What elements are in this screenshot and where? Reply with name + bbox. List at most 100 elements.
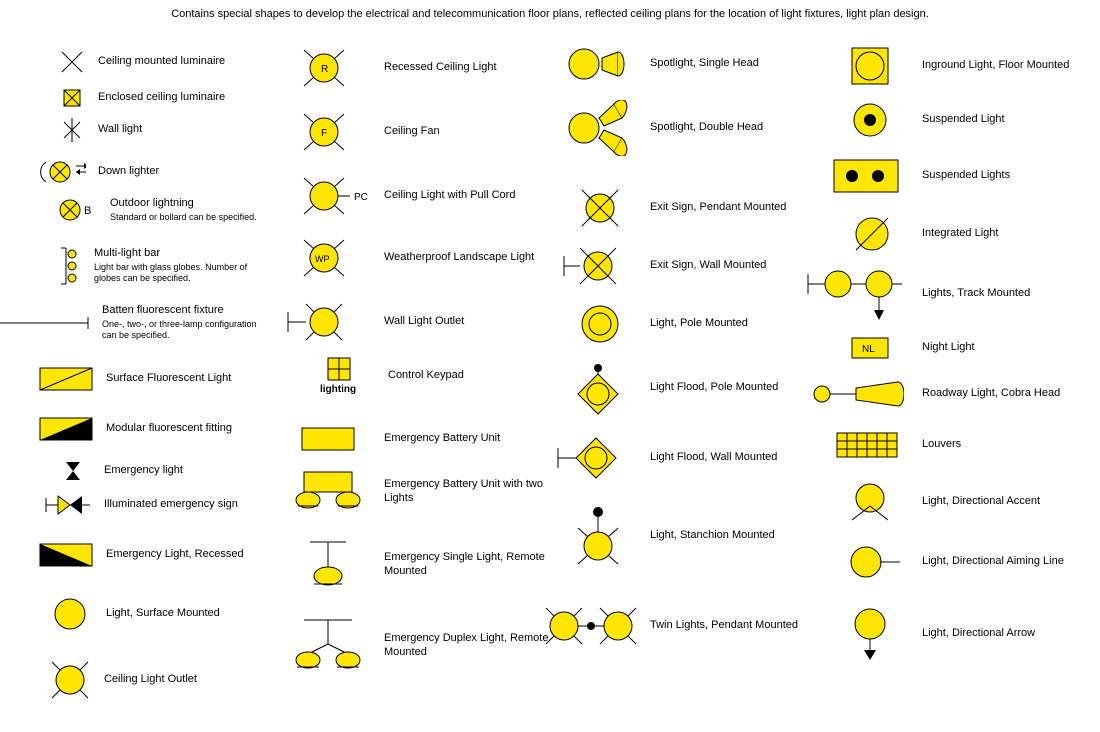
svg-text:NL: NL xyxy=(862,344,875,355)
single-remote-icon xyxy=(306,540,350,590)
exit-pendant-icon xyxy=(578,186,622,230)
modular-fluorescent: Modular fluorescent fitting xyxy=(38,414,232,444)
label: Emergency Light, Recessed xyxy=(106,548,244,562)
louvers: Louvers xyxy=(836,432,961,458)
label: Exit Sign, Pendant Mounted xyxy=(650,201,786,215)
dir-arrow-icon xyxy=(850,606,890,662)
svg-text:PC: PC xyxy=(354,192,368,203)
wall-light-icon xyxy=(58,116,86,144)
label: Integrated Light xyxy=(922,227,998,241)
integrated-icon xyxy=(850,212,894,256)
surface-fluor-icon xyxy=(38,364,94,394)
wall-light: Wall light xyxy=(58,116,142,144)
emergency-battery-unit: Emergency Battery Unit xyxy=(300,424,500,454)
spotlight-single: Spotlight, Single Head xyxy=(566,44,759,84)
label: Emergency light xyxy=(104,464,183,478)
dir-accent-icon xyxy=(846,480,894,524)
roadway-light-cobra: Roadway Light, Cobra Head xyxy=(812,378,1060,410)
label: Light Flood, Pole Mounted xyxy=(650,381,778,395)
inground-icon xyxy=(848,44,892,88)
suspended-icon xyxy=(850,100,890,140)
label: Louvers xyxy=(922,438,961,452)
label: Ceiling Fan xyxy=(384,125,440,139)
label: Light, Surface Mounted xyxy=(106,607,220,621)
batten-fluorescent: Batten fluorescent fixtureOne-, two-, or… xyxy=(0,304,272,341)
track-icon xyxy=(806,266,906,322)
ceiling-fan: F Ceiling Fan xyxy=(298,108,440,156)
weatherproof-landscape: WP Weatherproof Landscape Light xyxy=(298,234,534,282)
light-surface-mounted: Light, Surface Mounted xyxy=(52,596,220,632)
stanchion-icon xyxy=(572,506,624,566)
modular-fluor-icon xyxy=(38,414,94,444)
label: Light, Directional Arrow xyxy=(922,627,1035,641)
cobra-icon xyxy=(812,378,904,410)
light-stanchion: Light, Stanchion Mounted xyxy=(572,506,775,566)
x-box-icon xyxy=(58,84,86,112)
label: Inground Light, Floor Mounted xyxy=(922,59,1069,73)
label: Illuminated emergency sign xyxy=(104,498,238,512)
ceiling-light-pull-cord: PC Ceiling Light with Pull Cord xyxy=(298,172,515,220)
label: Batten fluorescent fixtureOne-, two-, or… xyxy=(102,304,272,341)
night-light: NL Night Light xyxy=(850,336,975,360)
exit-sign-pendant: Exit Sign, Pendant Mounted xyxy=(578,186,786,230)
emergency-light: Emergency light xyxy=(62,460,183,482)
label: Suspended Light xyxy=(922,113,1005,127)
label: Outdoor lightningStandard or bollard can… xyxy=(110,197,257,223)
lights-track-mounted: Lights, Track Mounted xyxy=(806,266,1030,322)
wall-light-outlet: Wall Light Outlet xyxy=(286,298,464,346)
exit-wall-icon xyxy=(562,244,622,288)
badge-b: B xyxy=(84,205,91,217)
twin-pendant-icon xyxy=(542,602,642,650)
ceiling-mounted-luminaire: Ceiling mounted luminaire xyxy=(58,48,225,76)
exit-sign-wall: Exit Sign, Wall Mounted xyxy=(562,244,766,288)
label: Twin Lights, Pendant Mounted xyxy=(650,619,798,633)
label: Surface Fluorescent Light xyxy=(106,372,231,386)
label: Ceiling Light with Pull Cord xyxy=(384,189,515,203)
label: Night Light xyxy=(922,341,975,355)
duplex-remote-icon xyxy=(294,618,362,674)
down-lighter: Down lighter xyxy=(40,156,159,188)
label: Recessed Ceiling Light xyxy=(384,61,497,75)
label: Enclosed ceiling luminaire xyxy=(98,91,225,105)
x-icon xyxy=(58,48,86,76)
enclosed-ceiling-luminaire: Enclosed ceiling luminaire xyxy=(58,84,225,112)
label: Lights, Track Mounted xyxy=(922,287,1030,301)
bowtie-v-icon xyxy=(62,460,84,482)
label: Weatherproof Landscape Light xyxy=(384,251,534,265)
outdoor-icon: B xyxy=(58,196,98,224)
label: Wall light xyxy=(98,123,142,137)
ceiling-light-outlet: Ceiling Light Outlet xyxy=(48,658,197,702)
circle-pc-icon: PC xyxy=(298,172,374,220)
illuminated-emergency-sign: Illuminated emergency sign xyxy=(44,494,238,516)
svg-text:lighting: lighting xyxy=(320,384,356,395)
spotlight-double: Spotlight, Double Head xyxy=(566,100,763,156)
label: Light, Directional Aiming Line xyxy=(922,555,1064,569)
twin-lights-pendant: Twin Lights, Pendant Mounted xyxy=(542,602,798,650)
label: Modular fluorescent fitting xyxy=(106,422,232,436)
label: Ceiling Light Outlet xyxy=(104,673,197,687)
emergency-single-light: Emergency Single Light, Remote Mounted xyxy=(306,540,554,590)
page-title: Contains special shapes to develop the e… xyxy=(0,8,1100,20)
emergency-duplex-light: Emergency Duplex Light, Remote Mounted xyxy=(294,618,554,674)
label: Spotlight, Single Head xyxy=(650,57,759,71)
down-lighter-icon xyxy=(40,156,86,188)
label: Control Keypad xyxy=(388,369,464,383)
batten-icon xyxy=(0,313,90,333)
double-circle-icon xyxy=(578,302,622,346)
svg-text:F: F xyxy=(321,128,327,139)
integrated-light: Integrated Light xyxy=(850,212,998,256)
svg-text:R: R xyxy=(321,64,328,75)
light-pole-mounted: Light, Pole Mounted xyxy=(578,302,748,346)
spot-single-icon xyxy=(566,44,630,84)
label: Wall Light Outlet xyxy=(384,315,464,329)
battery-rect-icon xyxy=(300,424,356,454)
circle-x-icon xyxy=(48,658,92,702)
night-light-icon: NL xyxy=(850,336,890,360)
flood-wall-icon xyxy=(556,434,626,482)
circle-icon xyxy=(52,596,88,632)
outdoor-lightning: B Outdoor lightningStandard or bollard c… xyxy=(58,196,257,224)
emergency-light-recessed: Emergency Light, Recessed xyxy=(38,540,244,570)
surface-fluorescent: Surface Fluorescent Light xyxy=(38,364,231,394)
multi-light-bar-icon xyxy=(58,246,82,286)
recessed-ceiling-light: R Recessed Ceiling Light xyxy=(298,44,497,92)
